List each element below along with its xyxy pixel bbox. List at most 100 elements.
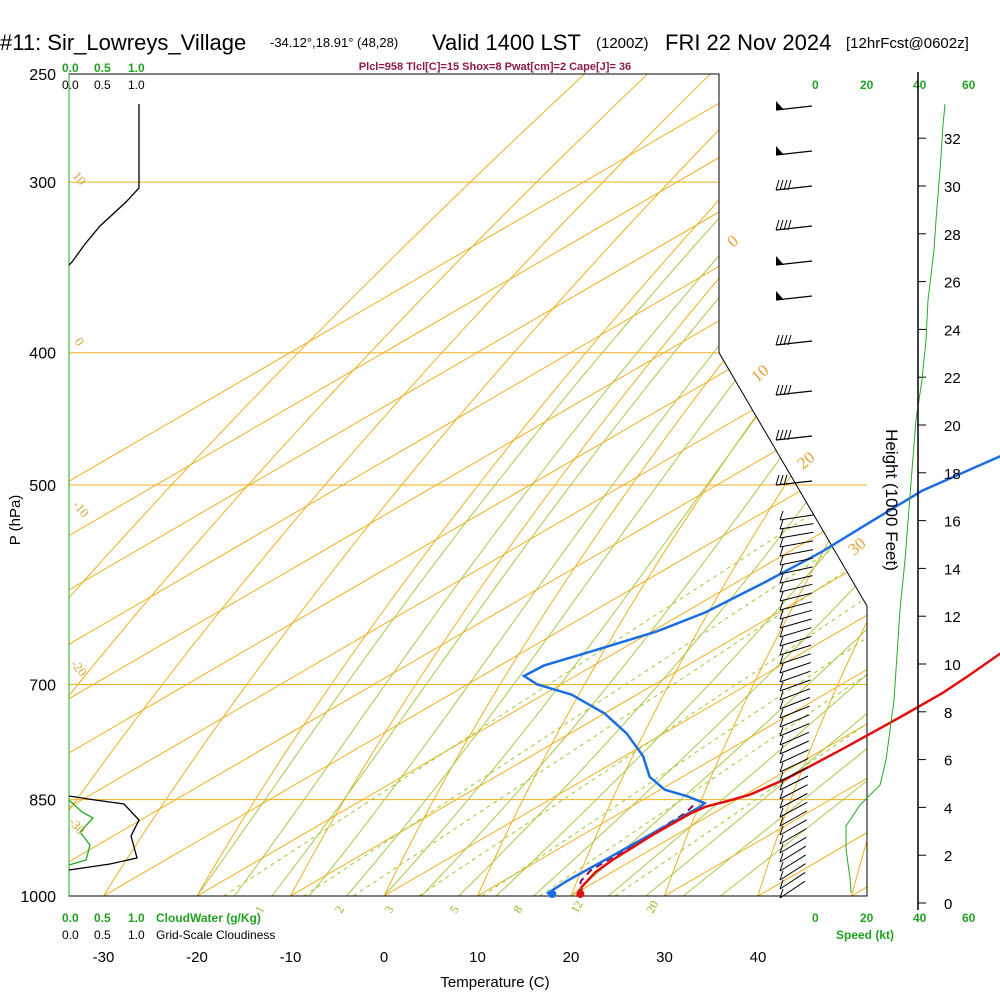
wind-barb-feather <box>779 654 784 665</box>
wind-barb-feather <box>779 780 784 791</box>
speed-scale-0-top: 0 <box>812 78 819 92</box>
mixing-ratio-line <box>482 352 867 896</box>
moist-adiabat <box>533 74 867 896</box>
moist-adiabat <box>196 74 853 896</box>
dry-adiabat-label: 0 <box>72 334 88 349</box>
mixing-ratio-label: 12 <box>568 898 586 915</box>
cloudwater-scale-0-top: 0.0 <box>62 61 79 75</box>
wind-barb-feather <box>779 384 784 396</box>
wind-barb-shaft <box>779 740 810 755</box>
wind-barb-shaft <box>779 540 814 548</box>
wind-barb-feather <box>779 690 784 701</box>
dry-adiabat <box>69 74 585 896</box>
moist-adiabat <box>458 74 867 896</box>
isotherm-line <box>851 74 867 896</box>
x-tick-label: -10 <box>280 949 302 966</box>
wind-barb-shaft <box>775 225 813 231</box>
wind-barb-feather <box>779 762 784 773</box>
x-tick-label: 10 <box>469 949 486 966</box>
wind-barb-feather <box>779 699 784 710</box>
wind-barb-shaft <box>779 670 811 683</box>
wind-barb-pennant <box>776 256 784 265</box>
wind-barb-shaft <box>779 836 807 854</box>
wind-barb-feather <box>779 636 784 647</box>
moist-adiabat <box>233 74 867 896</box>
parcel-trace <box>578 804 695 897</box>
wind-barb-shaft <box>775 185 813 191</box>
moist-adiabat <box>720 74 867 896</box>
wind-barb-feather <box>779 179 784 191</box>
moist-adiabat <box>570 74 867 896</box>
moist-adiabat <box>271 74 867 896</box>
wind-barb-shaft <box>779 758 809 773</box>
wind-barb-shaft <box>779 601 813 611</box>
height-tick-label: 0 <box>944 896 952 913</box>
wind-barb-shaft <box>779 723 810 737</box>
wind-barb-feather <box>779 789 784 800</box>
isotherm-line <box>69 74 770 896</box>
wind-barb-shaft <box>779 880 806 899</box>
cloudwater-scale-1-top: 1.0 <box>128 61 145 75</box>
x-tick-label: -20 <box>186 949 208 966</box>
isotherm-label: 20 <box>793 448 818 473</box>
isotherm-line <box>383 74 867 896</box>
moist-adiabat <box>608 74 867 896</box>
wind-barb-feather <box>779 681 784 692</box>
wind-barb-feather <box>787 179 792 191</box>
wind-barb-feather <box>779 573 784 584</box>
cloudwater-scale-1-bottom: 1.0 <box>128 911 145 925</box>
dry-adiabat-label: 10 <box>70 168 90 188</box>
mixing-ratio-label: 8 <box>510 903 525 915</box>
wind-barb-feather <box>779 672 784 683</box>
wind-barb-feather <box>779 609 784 620</box>
mixing-ratio-label: 5 <box>447 903 462 915</box>
wind-barb-shaft <box>779 696 811 710</box>
wind-barb-feather <box>779 879 784 890</box>
height-tick-label: 16 <box>944 514 961 531</box>
speed-scale-40-top: 40 <box>913 78 927 92</box>
wind-barb-shaft <box>775 390 813 396</box>
height-tick-label: 14 <box>944 561 961 578</box>
wind-barb-shaft <box>779 863 806 881</box>
wind-barb-feather <box>779 744 784 755</box>
dry-adiabat <box>69 74 711 896</box>
wind-barb-feather <box>787 429 792 441</box>
wind-barb-shaft <box>779 819 807 836</box>
wind-barb-feather <box>779 825 784 836</box>
dewpoint-trace <box>521 455 1000 898</box>
isotherm-line <box>196 74 867 896</box>
wind-barb-shaft <box>775 480 813 486</box>
x-axis-ticks: -30 -20 -10 0 10 20 30 40 <box>93 949 767 966</box>
wind-barb-feather <box>787 219 792 231</box>
wind-barb-feather <box>775 384 780 396</box>
height-tick-label: 26 <box>944 275 961 292</box>
wind-barb-shaft <box>779 627 812 638</box>
cloudwater-scale-05-bottom: 0.5 <box>94 911 111 925</box>
wind-barb-pennant <box>776 101 784 110</box>
wind-barb-shaft <box>779 531 814 539</box>
x-tick-label: 20 <box>563 949 580 966</box>
sounding-params: Plcl=958 Tlcl[C]=15 Shox=8 Pwat[cm]=2 Ca… <box>359 61 631 73</box>
cloudwater-scale-0-bottom: 0.0 <box>62 911 79 925</box>
isotherm-label: 30 <box>844 534 869 559</box>
mixing-ratio-line <box>418 352 867 896</box>
dry-adiabat <box>945 74 1000 896</box>
speed-scale-20-bottom: 20 <box>860 911 874 925</box>
wind-barb-shaft <box>775 340 813 346</box>
wind-barb-feather <box>779 510 784 521</box>
wind-barb-shaft <box>779 575 813 584</box>
wind-barb-feather <box>783 219 788 231</box>
isotherm-label: 0 <box>723 231 742 251</box>
wind-barb-shaft <box>779 609 812 620</box>
cloudwater-profile-lower <box>68 799 95 866</box>
speed-axis-label: Speed (kt) <box>836 928 894 942</box>
isotherm-line <box>69 74 867 896</box>
wind-barb-feather <box>779 807 784 818</box>
wind-barb-shaft <box>779 845 807 863</box>
wind-barb-feather <box>775 334 780 346</box>
mixing-ratio-label: 2 <box>332 903 347 915</box>
height-tick-label: 30 <box>944 179 961 196</box>
